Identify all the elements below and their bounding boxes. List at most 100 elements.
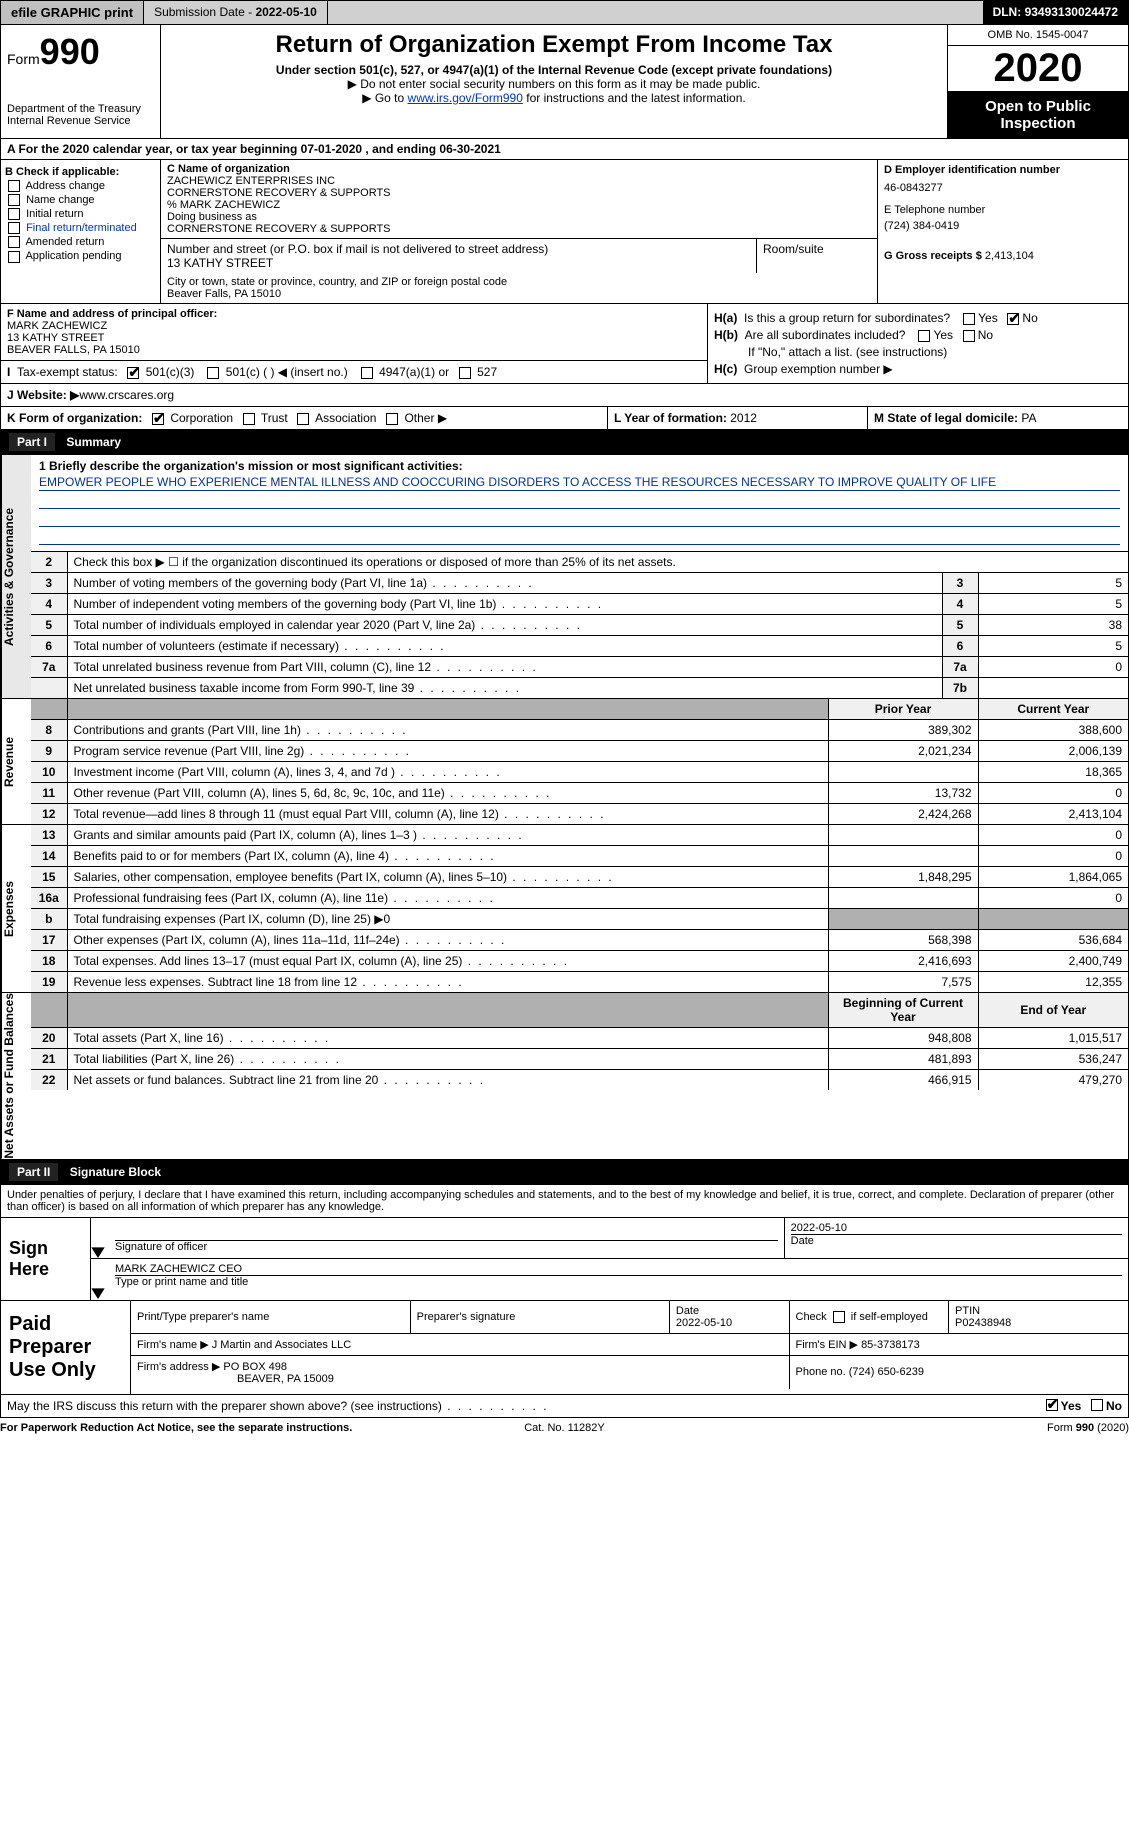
hb-no[interactable]	[963, 330, 975, 342]
firm-addr2: BEAVER, PA 15009	[137, 1373, 334, 1385]
opt-trust: Trust	[261, 411, 288, 425]
no1: No	[1022, 311, 1037, 325]
dba-lbl: Doing business as	[167, 211, 257, 223]
line-desc: Total liabilities (Part X, line 26)	[67, 1049, 828, 1070]
line-cy: 18,365	[978, 762, 1128, 783]
gross-lbl: G Gross receipts $	[884, 250, 985, 262]
hdr-blank1	[31, 993, 67, 1028]
preparer-label: Paid Preparer Use Only	[1, 1301, 131, 1394]
line-desc: Salaries, other compensation, employee b…	[67, 867, 828, 888]
preparer-table: Print/Type preparer's name Preparer's si…	[131, 1301, 1128, 1389]
cb-trust[interactable]	[243, 413, 255, 425]
cb-4947[interactable]	[361, 367, 373, 379]
cb-527[interactable]	[459, 367, 471, 379]
cb-name-change[interactable]: Name change	[5, 194, 156, 206]
gross-val: 2,413,104	[985, 250, 1034, 262]
line-num	[31, 678, 67, 699]
efile-print-button[interactable]: efile GRAPHIC print	[1, 1, 144, 24]
opt-amended: Amended return	[25, 236, 104, 248]
ha-lbl: H(a)	[714, 311, 737, 325]
cb-501c3[interactable]	[127, 367, 139, 379]
preparer-block: Paid Preparer Use Only Print/Type prepar…	[0, 1301, 1129, 1395]
yes1: Yes	[978, 311, 998, 325]
ptin-val: P02438948	[955, 1317, 1011, 1329]
subtitle-3: ▶ Go to www.irs.gov/Form990 for instruct…	[167, 91, 941, 105]
line-num: 5	[31, 615, 67, 636]
no2: No	[978, 328, 993, 342]
instructions-link[interactable]: www.irs.gov/Form990	[408, 91, 523, 105]
cb-addr-change[interactable]: Address change	[5, 180, 156, 192]
ptin-hdr: PTIN	[955, 1305, 980, 1317]
org-name-1: ZACHEWICZ ENTERPRISES INC	[167, 175, 335, 187]
dept-treasury: Department of the Treasury	[7, 103, 154, 115]
cb-initial-return[interactable]: Initial return	[5, 208, 156, 220]
org-name-row: C Name of organization ZACHEWICZ ENTERPR…	[161, 160, 877, 239]
cb-app-pending[interactable]: Application pending	[5, 250, 156, 262]
opt-corp: Corporation	[170, 411, 233, 425]
cb-self-emp[interactable]	[833, 1311, 845, 1323]
sig-date: 2022-05-10	[791, 1222, 1122, 1234]
line-desc: Contributions and grants (Part VIII, lin…	[67, 720, 828, 741]
l-lbl: L Year of formation:	[614, 411, 730, 425]
ha-no[interactable]	[1007, 313, 1019, 325]
line-cy: 536,247	[978, 1049, 1128, 1070]
top-bar: efile GRAPHIC print Submission Date - 20…	[0, 0, 1129, 25]
part1-header: Part I Summary	[0, 430, 1129, 455]
fr-pre: Form	[1047, 1422, 1076, 1434]
discuss-yes-cb[interactable]	[1046, 1399, 1058, 1411]
officer-addr1: 13 KATHY STREET	[7, 332, 104, 344]
line-py: 2,424,268	[828, 804, 978, 825]
cb-assoc[interactable]	[297, 413, 309, 425]
mission-blank2	[39, 511, 1120, 527]
line-desc: Program service revenue (Part VIII, line…	[67, 741, 828, 762]
sig-arrow-1	[91, 1218, 109, 1258]
cb-amended[interactable]: Amended return	[5, 236, 156, 248]
hb-yes[interactable]	[918, 330, 930, 342]
discuss-no-cb[interactable]	[1091, 1399, 1103, 1411]
line-box: 5	[942, 615, 978, 636]
line-box: 7b	[942, 678, 978, 699]
fgh-left: F Name and address of principal officer:…	[1, 304, 708, 383]
ha-yes[interactable]	[963, 313, 975, 325]
hdr-blank2	[67, 699, 828, 720]
prep-self-cell: Check if self-employed	[789, 1301, 949, 1334]
tax-exempt-row: I Tax-exempt status: 501(c)(3) 501(c) ( …	[1, 361, 707, 383]
governance-section: Activities & Governance 1 Briefly descri…	[0, 455, 1129, 699]
net-table: Beginning of Current Year End of Year20 …	[31, 993, 1128, 1090]
cb-501c[interactable]	[207, 367, 219, 379]
line-py	[828, 846, 978, 867]
firm-ein-val: 85-3738173	[861, 1339, 920, 1351]
firm-ein-lbl: Firm's EIN ▶	[796, 1339, 862, 1351]
part2-title: Signature Block	[70, 1165, 161, 1179]
submission-date: 2022-05-10	[255, 5, 316, 19]
revenue-section: Revenue Prior Year Current Year8 Contrib…	[0, 699, 1129, 825]
tel-lbl: E Telephone number	[884, 204, 1122, 216]
cb-other[interactable]	[386, 413, 398, 425]
sig-date-lbl: Date	[791, 1234, 1122, 1247]
ptin-cell: PTIN P02438948	[949, 1301, 1128, 1334]
opt-4947: 4947(a)(1) or	[379, 365, 449, 379]
suite-lbl: Room/suite	[763, 242, 824, 256]
city-val: Beaver Falls, PA 15010	[167, 288, 281, 300]
phone-val: (724) 650-6239	[849, 1366, 924, 1378]
opt-addr-change: Address change	[25, 180, 105, 192]
ein-val: 46-0843277	[884, 182, 1122, 194]
fr-bold: 990	[1076, 1422, 1094, 1434]
line-cy: 1,015,517	[978, 1028, 1128, 1049]
line-cy: 2,400,749	[978, 951, 1128, 972]
name-lbl: Type or print name and title	[115, 1275, 1122, 1288]
line-desc: Number of independent voting members of …	[67, 594, 942, 615]
line-desc: Grants and similar amounts paid (Part IX…	[67, 825, 828, 846]
line-num: 11	[31, 783, 67, 804]
name-lbl: C Name of organization	[167, 163, 290, 175]
line-num: 8	[31, 720, 67, 741]
officer-name: MARK ZACHEWICZ	[7, 320, 107, 332]
cb-corp[interactable]	[152, 413, 164, 425]
col-prior-year: Prior Year	[828, 699, 978, 720]
addr-val: 13 KATHY STREET	[167, 256, 273, 270]
cb-final-return[interactable]: Final return/terminated	[5, 222, 156, 234]
subtitle-1: Under section 501(c), 527, or 4947(a)(1)…	[167, 63, 941, 77]
line-desc: Investment income (Part VIII, column (A)…	[67, 762, 828, 783]
line-num: 15	[31, 867, 67, 888]
line-desc: Check this box ▶ ☐ if the organization d…	[67, 552, 1128, 573]
